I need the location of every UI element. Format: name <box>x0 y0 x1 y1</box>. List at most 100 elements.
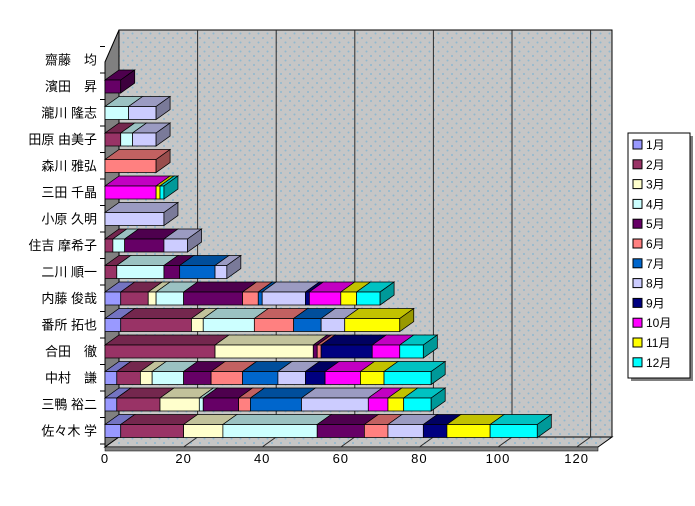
bar-segment <box>261 291 306 306</box>
bar-row <box>103 307 415 333</box>
bar-segment-top <box>103 334 231 346</box>
bar-end-cap <box>536 413 552 439</box>
legend-label: 12月 <box>646 356 671 370</box>
bar-segment <box>104 397 118 412</box>
bar-end-cap <box>155 95 171 121</box>
legend-box <box>627 132 691 379</box>
floor-tick <box>183 436 198 448</box>
bar-end-cap <box>399 307 415 333</box>
bar-end-cap <box>430 387 446 412</box>
floor-tick <box>261 436 277 448</box>
bar-segment-top <box>221 414 333 425</box>
bar-row <box>103 281 396 306</box>
bar-segment <box>277 371 306 385</box>
x-tick-label: 20 <box>175 451 191 466</box>
bar-segment <box>155 291 184 306</box>
legend-label: 5月 <box>646 217 665 231</box>
legend-label: 2月 <box>646 158 665 172</box>
bar-end-cap <box>379 281 395 306</box>
bar-segment <box>489 424 538 438</box>
category-label: 濱田 昇 <box>45 79 97 94</box>
bar-row <box>103 228 203 253</box>
legend-swatch <box>632 139 643 150</box>
legend-swatch <box>632 218 643 229</box>
bar-segment <box>104 318 122 332</box>
legend-item: 3月 <box>632 178 665 192</box>
bar-end-cap <box>163 201 179 227</box>
bar-row <box>103 69 136 94</box>
category-label: 住吉 摩希子 <box>28 238 97 253</box>
bar-segment-top <box>213 334 329 346</box>
x-tick-label: 80 <box>411 451 427 466</box>
legend-swatch <box>632 337 643 348</box>
bar-row <box>103 360 447 386</box>
floor-tick <box>497 436 513 448</box>
category-label: 番所 拓也 <box>41 318 97 333</box>
bar-segment <box>316 344 322 359</box>
bar-segment <box>253 318 295 332</box>
bar-segment <box>155 185 161 200</box>
legend-swatch <box>632 159 643 170</box>
bar-segment <box>104 371 118 385</box>
legend-swatch <box>632 317 643 328</box>
bar-segment <box>308 291 342 306</box>
bar-segment <box>399 344 424 359</box>
floor-tick <box>576 436 591 448</box>
bar-segment <box>387 397 405 412</box>
bar-row <box>103 413 553 439</box>
category-label: 佐々木 学 <box>41 424 97 439</box>
legend-item: 2月 <box>632 158 665 172</box>
bar-segment <box>183 371 212 385</box>
bar-segment <box>120 132 133 147</box>
bar-segment <box>403 397 432 412</box>
bar-segment <box>179 265 216 279</box>
bar-segment <box>214 265 228 279</box>
legend-item: 11月 <box>632 336 670 350</box>
bar-segment <box>116 265 165 279</box>
bar-end-cap <box>155 122 171 147</box>
legend-swatch <box>632 278 643 289</box>
legend-label: 1月 <box>646 138 665 152</box>
bar-segment <box>344 318 401 332</box>
bar-segment <box>191 318 204 332</box>
floor-tick <box>340 436 356 448</box>
bar-segment <box>159 185 165 200</box>
bar-segment <box>120 318 192 332</box>
bar-segment <box>250 397 302 412</box>
bar-segment <box>104 344 216 359</box>
bar-segment-top <box>119 308 207 319</box>
legend-item: 9月 <box>632 296 665 310</box>
bar-segment <box>242 291 259 306</box>
category-label: 三田 千晶 <box>41 185 97 200</box>
bar-segment <box>147 291 157 306</box>
legend-label: 4月 <box>646 197 665 211</box>
bar-segment <box>198 397 204 412</box>
bar-segment <box>293 318 322 332</box>
bar-segment <box>104 424 122 438</box>
bar-segment <box>340 291 357 306</box>
bar-segment <box>320 344 373 359</box>
plot-floor <box>103 436 614 448</box>
legend-item: 8月 <box>632 277 665 291</box>
bar-segment <box>116 371 141 385</box>
legend-swatch <box>632 258 643 269</box>
bar-segment <box>163 238 188 253</box>
bar-segment <box>104 79 122 94</box>
bar-segment <box>120 291 149 306</box>
x-tick-label: 0 <box>101 451 109 466</box>
bar-row <box>103 254 243 280</box>
bar-segment <box>305 371 326 385</box>
bar-row <box>103 387 447 412</box>
bar-segment <box>104 159 157 173</box>
bar-segment <box>124 238 165 253</box>
bar-segment <box>371 344 401 359</box>
bar-segment <box>159 397 200 412</box>
bar-segment <box>104 212 165 226</box>
bar-segment <box>116 397 161 412</box>
bar-segment <box>112 238 126 253</box>
bar-segment <box>104 265 118 279</box>
bar-end-cap <box>226 254 242 280</box>
bar-end-cap <box>120 69 136 94</box>
